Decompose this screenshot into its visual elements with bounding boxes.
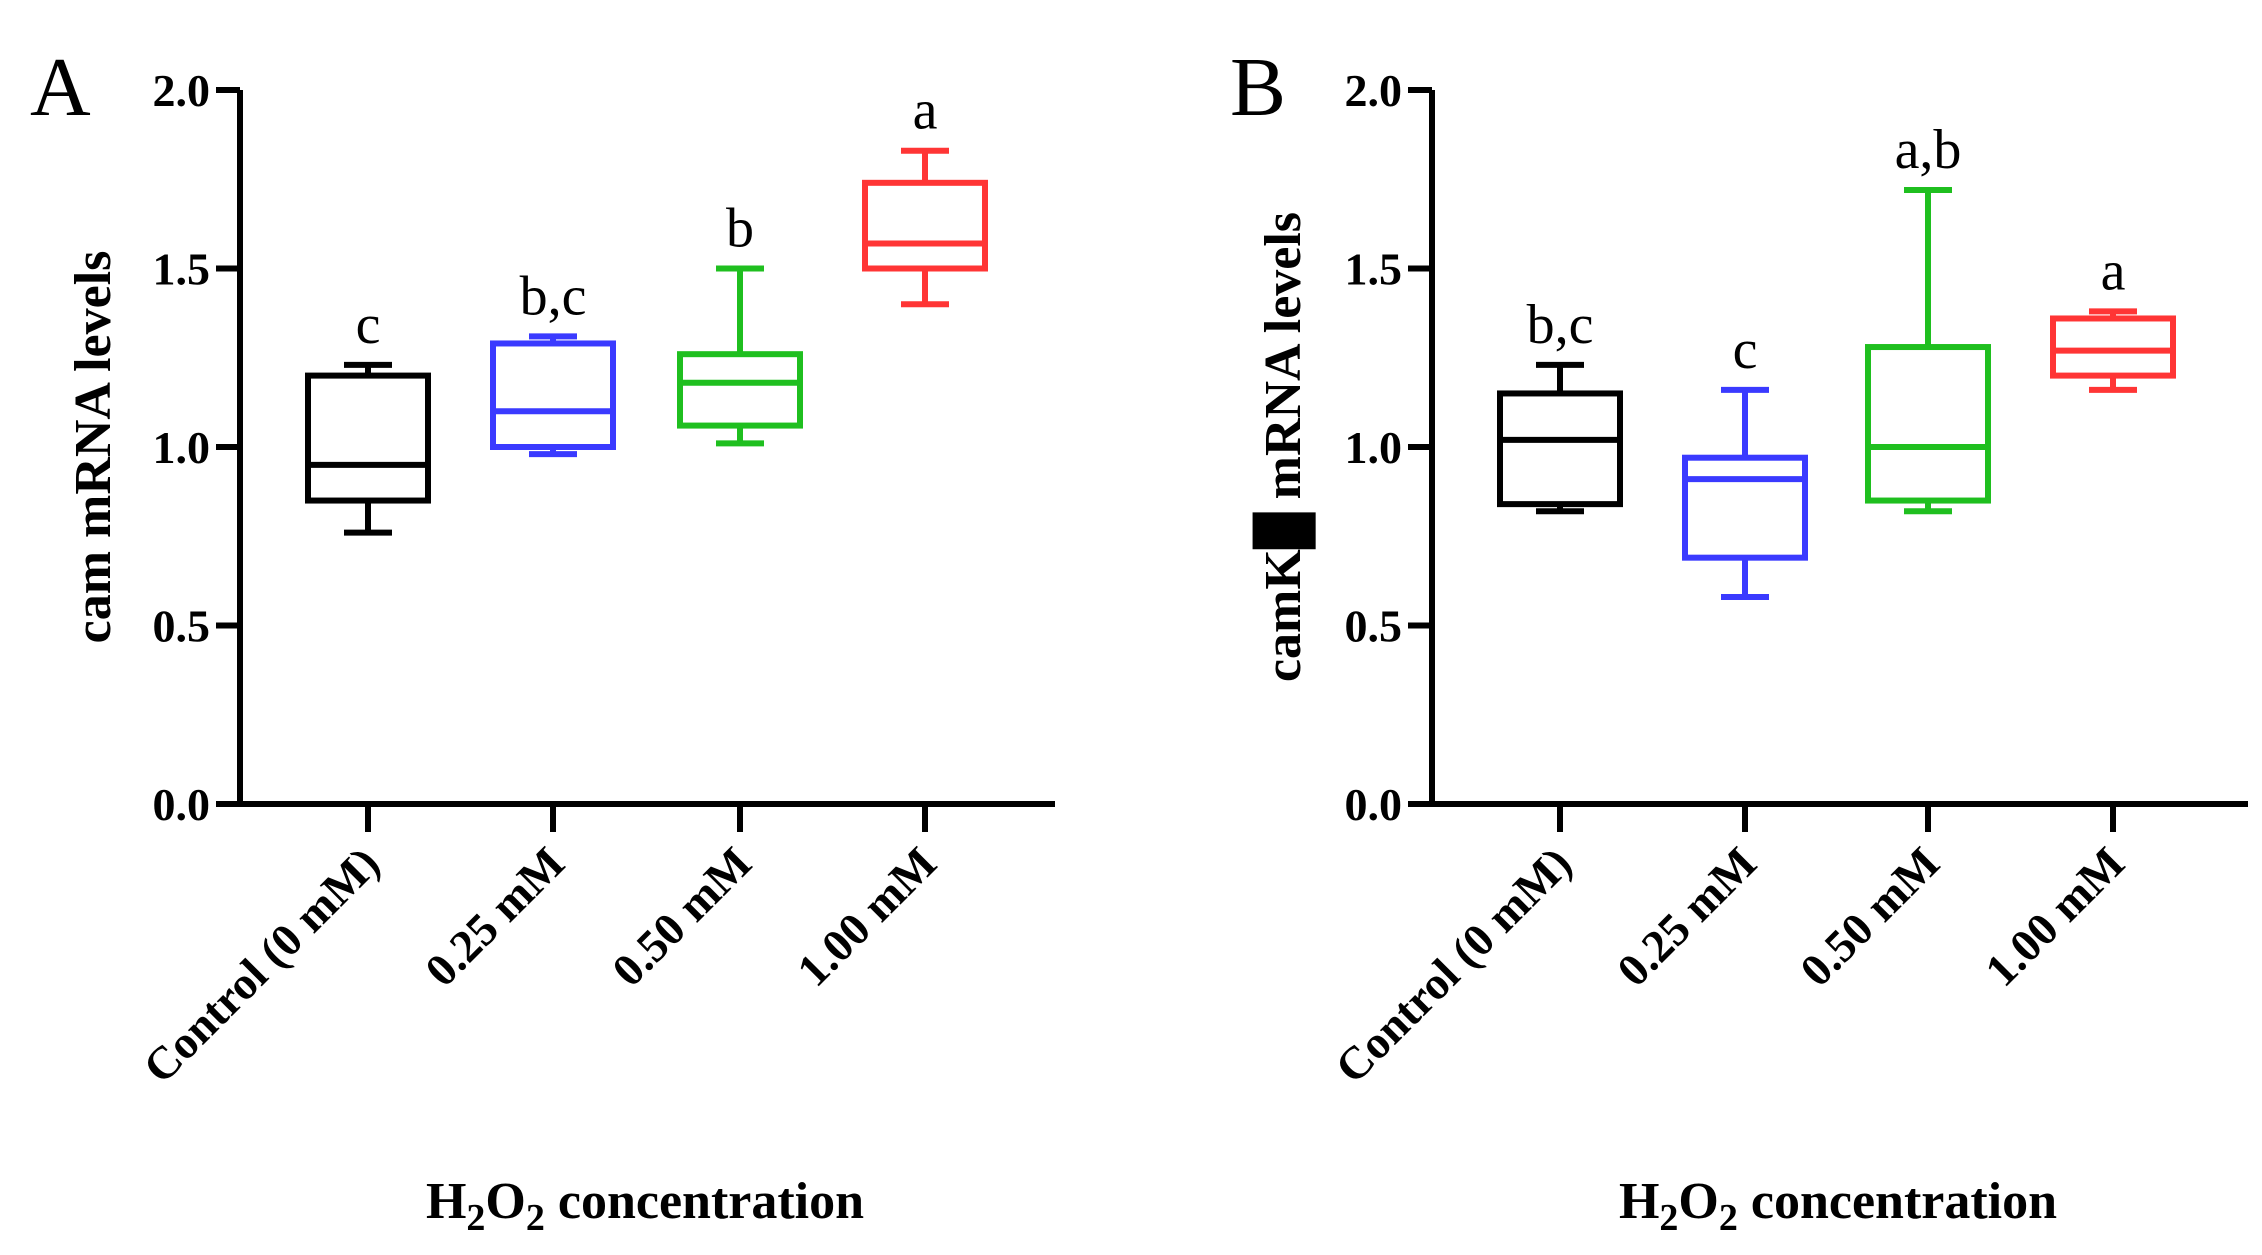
significance-letter: a [913, 80, 938, 142]
y-tick-label: 0.5 [1345, 601, 1403, 652]
significance-letter: c [356, 294, 381, 356]
iqr-box [1865, 344, 1991, 504]
box-plot: a,b [1865, 119, 1991, 515]
x-axis-label: H2O2 concentration [426, 1173, 864, 1239]
x-tick-label: 0.25 mM [1607, 837, 1766, 996]
y-tick-label: 0.5 [153, 601, 211, 652]
x-tick-label: 0.50 mM [602, 837, 761, 996]
iqr-box [862, 179, 988, 272]
y-tick-label: 0.0 [153, 779, 211, 830]
box-plot: a [2050, 240, 2176, 393]
x-axis-label-subscript: 2 [466, 1197, 485, 1239]
panel-label: B [1230, 41, 1286, 134]
significance-letter: a,b [1895, 119, 1962, 181]
x-axis-label-part: H [426, 1173, 466, 1230]
y-axis-label: camK█ mRNA levels [1252, 212, 1316, 682]
y-tick-label: 1.5 [1345, 244, 1403, 295]
y-tick-label: 0.0 [1345, 779, 1403, 830]
x-tick-label: 1.00 mM [1975, 837, 2134, 996]
iqr-box [305, 372, 431, 504]
x-axis-label-part: O [1678, 1173, 1718, 1230]
x-tick-label: Control (0 mM) [1325, 837, 1581, 1093]
box-plot: c [1682, 319, 1808, 600]
y-tick-label: 2.0 [153, 65, 211, 116]
x-axis-label-part: O [485, 1173, 525, 1230]
iqr-box [1497, 390, 1623, 508]
x-axis-label: H2O2 concentration [1619, 1173, 2057, 1239]
x-tick-label: 0.25 mM [415, 837, 574, 996]
panel-label: A [30, 41, 91, 134]
significance-letter: c [1733, 319, 1758, 381]
box-plot: c [305, 294, 431, 536]
x-axis-label-subscript: 2 [1719, 1197, 1738, 1239]
box-plot: b [677, 198, 803, 447]
x-axis-label-subscript: 2 [1659, 1197, 1678, 1239]
x-tick-label: Control (0 mM) [133, 837, 389, 1093]
significance-letter: b [726, 198, 754, 260]
y-tick-label: 2.0 [1345, 65, 1403, 116]
y-tick-label: 1.0 [1345, 422, 1403, 473]
significance-letter: a [2101, 240, 2126, 302]
y-axis-label: cam mRNA levels [65, 251, 122, 644]
y-tick-label: 1.5 [153, 244, 211, 295]
panel-a: A 0.0 0.5 1.0 1.5 2.0 cam mRNA levels Control (… [30, 41, 1055, 1239]
x-axis-label-part: concentration [1738, 1173, 2057, 1230]
box-plot: b,c [1497, 294, 1623, 515]
iqr-box [490, 340, 616, 450]
iqr-box [677, 351, 803, 429]
significance-letter: b,c [520, 265, 587, 327]
box-plot: a [862, 80, 988, 308]
x-axis-label-part: concentration [545, 1173, 864, 1230]
x-axis-label-part: H [1619, 1173, 1659, 1230]
x-tick-label: 1.00 mM [787, 837, 946, 996]
y-tick-label: 1.0 [153, 422, 211, 473]
iqr-box [2050, 315, 2176, 379]
panel-b: B 0.0 0.5 1.0 1.5 2.0 camK█ mRNA levels Control… [1230, 41, 2248, 1239]
box-plot: b,c [490, 265, 616, 458]
significance-letter: b,c [1527, 294, 1594, 356]
x-axis-label-subscript: 2 [526, 1197, 545, 1239]
iqr-box [1682, 454, 1808, 561]
x-tick-label: 0.50 mM [1790, 837, 1949, 996]
